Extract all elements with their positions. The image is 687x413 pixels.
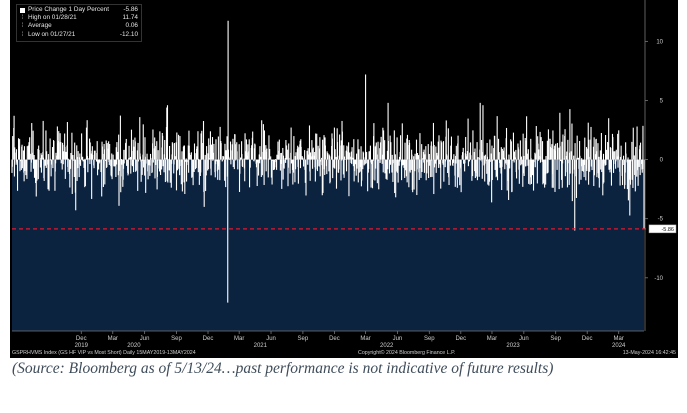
legend-high-label: High on 01/28/21 xyxy=(28,14,77,22)
x-axis-month-label: Mar xyxy=(108,336,118,342)
last-value-badge xyxy=(648,224,677,234)
x-axis-year-label: 2022 xyxy=(380,343,394,349)
x-axis-month-label: Jun xyxy=(140,336,150,342)
x-axis-year-label: 2021 xyxy=(254,343,268,349)
y-axis-tick-label: 5 xyxy=(660,98,664,104)
legend-marker-icon: ⁞ xyxy=(21,22,24,30)
x-axis-month-label: Dec xyxy=(76,336,87,342)
legend-marker-icon: ⁞ xyxy=(21,14,24,22)
legend-average-value: 0.06 xyxy=(125,22,138,30)
legend-row-high: ⁞ High on 01/28/21 11.74 xyxy=(20,14,138,22)
x-axis-month-label: Mar xyxy=(614,336,624,342)
x-axis-year-label: 2020 xyxy=(127,343,141,349)
x-axis-month-label: Dec xyxy=(329,336,340,342)
legend-low-value: -12.10 xyxy=(119,30,138,38)
legend-row-low: ⁞ Low on 01/27/21 -12.10 xyxy=(20,31,138,39)
x-axis-month-label: Dec xyxy=(455,336,466,342)
legend-swatch-icon xyxy=(20,7,25,13)
y-axis-tick-label: 10 xyxy=(656,39,663,45)
x-axis-month-label: Mar xyxy=(487,336,497,342)
legend-marker-icon: ⁞ xyxy=(21,30,24,38)
x-axis-month-label: Dec xyxy=(582,336,593,342)
chart-legend: Price Change 1 Day Percent -5.86 ⁞ High … xyxy=(16,4,142,42)
legend-low-label: Low on 01/27/21 xyxy=(28,30,76,38)
below-zero-fill xyxy=(12,159,644,331)
x-axis-year-label: 2019 xyxy=(75,343,89,349)
x-axis-month-label: Sep xyxy=(298,336,309,342)
chart-frame: 10 5 0 -5 -10 -5.86 Dec 2019 Mar Jun Sep Dec Mar Jun S… xyxy=(10,0,678,358)
x-axis-month-label: Jun xyxy=(393,336,403,342)
x-axis-month-label: Dec xyxy=(203,336,214,342)
x-axis-year-label: 2024 xyxy=(612,343,626,349)
x-axis-month-label: Jun xyxy=(266,336,276,342)
y-axis-tick-label: -10 xyxy=(654,276,663,282)
source-note: (Source: Bloomberg as of 5/13/24…past pe… xyxy=(12,360,554,377)
legend-series-value: -5.86 xyxy=(123,6,138,13)
last-value-label: -5.86 xyxy=(661,227,674,233)
x-axis-month-label: Jun xyxy=(519,336,529,342)
x-axis-month-label: Mar xyxy=(360,336,370,342)
legend-series-label: Price Change 1 Day Percent xyxy=(28,6,109,13)
footer-copyright: Copyright© 2024 Bloomberg Finance L.P. xyxy=(358,350,456,356)
y-axis-tick-label: -5 xyxy=(658,217,664,223)
x-axis-month-label: Sep xyxy=(424,336,435,342)
x-axis-month-label: Mar xyxy=(234,336,244,342)
footer-ticker-description: GSPRHVMS Index (GS HF VIP vs Most Short)… xyxy=(12,350,196,356)
legend-row-series: Price Change 1 Day Percent -5.86 xyxy=(20,6,138,14)
legend-row-average: ⁞ Average 0.06 xyxy=(20,22,138,30)
legend-average-label: Average xyxy=(28,22,52,30)
x-axis-month-label: Sep xyxy=(171,336,182,342)
footer-timestamp: 13-May-2024 16:42:45 xyxy=(622,350,676,356)
legend-high-value: 11.74 xyxy=(122,14,138,22)
x-axis-year-label: 2023 xyxy=(506,343,520,349)
x-axis-month-label: Sep xyxy=(550,336,561,342)
y-axis-tick-label: 0 xyxy=(660,158,664,164)
